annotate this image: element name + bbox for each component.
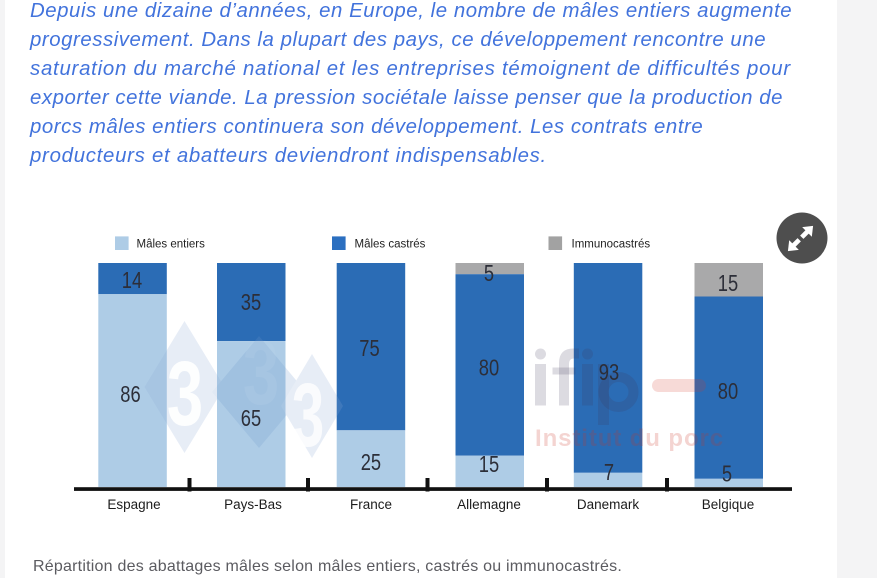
svg-text:86: 86 bbox=[120, 382, 140, 408]
svg-text:Immunocastrés: Immunocastrés bbox=[572, 239, 651, 251]
svg-text:5: 5 bbox=[722, 461, 732, 487]
svg-text:14: 14 bbox=[122, 268, 143, 294]
svg-text:Mâles castrés: Mâles castrés bbox=[355, 239, 426, 251]
svg-text:80: 80 bbox=[718, 379, 738, 405]
svg-text:3: 3 bbox=[243, 321, 279, 424]
svg-text:Belgique: Belgique bbox=[702, 497, 755, 512]
svg-text:3: 3 bbox=[167, 342, 203, 445]
svg-text:Danemark: Danemark bbox=[577, 497, 640, 512]
svg-text:Pays-Bas: Pays-Bas bbox=[224, 497, 282, 512]
svg-text:7: 7 bbox=[604, 460, 614, 486]
svg-text:Institut du porc: Institut du porc bbox=[535, 425, 724, 452]
svg-text:3: 3 bbox=[292, 365, 325, 466]
svg-text:5: 5 bbox=[484, 261, 494, 287]
svg-text:Mâles entiers: Mâles entiers bbox=[137, 239, 206, 251]
svg-text:35: 35 bbox=[241, 290, 261, 316]
svg-text:75: 75 bbox=[359, 336, 379, 362]
svg-text:Allemagne: Allemagne bbox=[457, 497, 521, 512]
svg-text:15: 15 bbox=[718, 271, 738, 297]
svg-text:25: 25 bbox=[361, 450, 381, 476]
svg-text:80: 80 bbox=[479, 355, 499, 381]
svg-text:93: 93 bbox=[599, 360, 619, 386]
svg-text:Espagne: Espagne bbox=[107, 497, 160, 512]
svg-text:France: France bbox=[350, 497, 392, 512]
svg-text:15: 15 bbox=[479, 452, 499, 478]
svg-text:65: 65 bbox=[241, 406, 261, 432]
